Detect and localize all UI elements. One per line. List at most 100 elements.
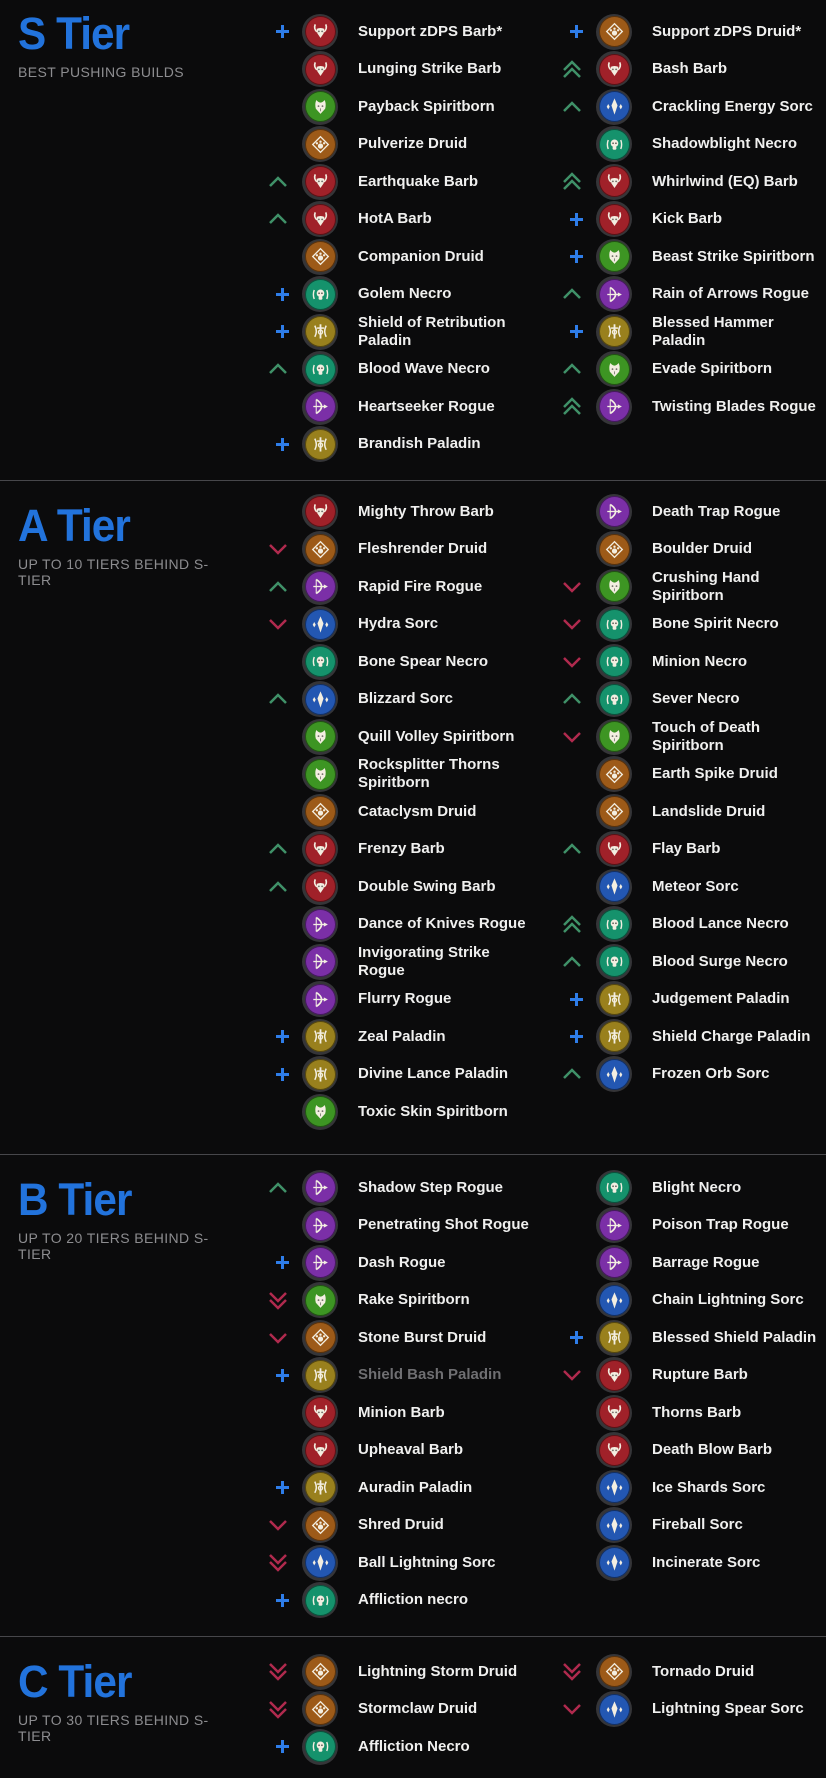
tier-list-item[interactable]: Shield Bash Paladin [238, 1357, 532, 1395]
tier-list-item[interactable]: Blood Surge Necro [532, 943, 826, 981]
build-name: Blessed Shield Paladin [652, 1328, 817, 1346]
necromancer-class-icon [302, 643, 338, 680]
tier-list-item[interactable]: Divine Lance Paladin [238, 1056, 532, 1094]
tier-list-item[interactable]: Earthquake Barb [238, 163, 532, 201]
tier-list-item[interactable]: Landslide Druid [532, 793, 826, 831]
tier-list-item[interactable]: Zeal Paladin [238, 1018, 532, 1056]
tier-list-item[interactable]: Rocksplitter Thorns Spiritborn [238, 756, 532, 794]
tier-list-item[interactable]: Cataclysm Druid [238, 793, 532, 831]
tier-list-item[interactable]: Rake Spiritborn [238, 1282, 532, 1320]
tier-list-item[interactable]: Blight Necro [532, 1169, 826, 1207]
tier-list-item[interactable]: Companion Druid [238, 238, 532, 276]
tier-list-item[interactable]: Blessed Hammer Paladin [532, 313, 826, 351]
tier-list-item[interactable]: Touch of Death Spiritborn [532, 718, 826, 756]
tier-list-item[interactable]: Auradin Paladin [238, 1469, 532, 1507]
tier-list-item[interactable]: Earth Spike Druid [532, 756, 826, 794]
tier-list-item[interactable]: Blizzard Sorc [238, 681, 532, 719]
tier-list-item[interactable]: Poison Trap Rogue [532, 1207, 826, 1245]
tier-list-item[interactable]: Death Blow Barb [532, 1432, 826, 1470]
tier-list-item[interactable]: Whirlwind (EQ) Barb [532, 163, 826, 201]
tier-list-item[interactable]: Rapid Fire Rogue [238, 568, 532, 606]
tier-list-item[interactable]: Boulder Druid [532, 531, 826, 569]
paladin-class-icon [302, 1018, 338, 1055]
tier-list-item[interactable]: Upheaval Barb [238, 1432, 532, 1470]
build-name: Dance of Knives Rogue [358, 915, 526, 933]
tier-list-item[interactable]: Rain of Arrows Rogue [532, 276, 826, 314]
tier-list-item[interactable]: Evade Spiritborn [532, 351, 826, 389]
paladin-class-icon [302, 426, 338, 463]
tier-list-item[interactable]: Support zDPS Barb* [238, 13, 532, 51]
rogue-class-icon [596, 276, 632, 313]
tier-list-item[interactable]: Shadow Step Rogue [238, 1169, 532, 1207]
tier-list-item[interactable]: Shield Charge Paladin [532, 1018, 826, 1056]
tier-list-item[interactable]: Twisting Blades Rogue [532, 388, 826, 426]
tier-list-item[interactable]: Kick Barb [532, 201, 826, 239]
tier-list-item[interactable]: Heartseeker Rogue [238, 388, 532, 426]
tier-list-item[interactable]: Shadowblight Necro [532, 126, 826, 164]
tier-list-item[interactable]: Tornado Druid [532, 1653, 826, 1691]
tier-list-item[interactable]: Ice Shards Sorc [532, 1469, 826, 1507]
build-name: Incinerate Sorc [652, 1553, 761, 1571]
tier-list-item[interactable]: Affliction necro [238, 1582, 532, 1620]
rogue-class-icon [302, 1169, 338, 1206]
tier-list-item[interactable]: Penetrating Shot Rogue [238, 1207, 532, 1245]
paladin-class-icon [302, 1357, 338, 1394]
tier-list-item[interactable]: Chain Lightning Sorc [532, 1282, 826, 1320]
druid-class-icon [302, 238, 338, 275]
tier-list-item[interactable]: Flurry Rogue [238, 981, 532, 1019]
build-name: Sever Necro [652, 690, 740, 708]
tier-list-item[interactable]: Quill Volley Spiritborn [238, 718, 532, 756]
tier-list-item[interactable]: Affliction Necro [238, 1728, 532, 1766]
tier-list-item[interactable]: Mighty Throw Barb [238, 493, 532, 531]
tier-list-item[interactable]: Minion Barb [238, 1394, 532, 1432]
tier-list-item[interactable]: Ball Lightning Sorc [238, 1544, 532, 1582]
tier-list-item[interactable]: Rupture Barb [532, 1357, 826, 1395]
tier-list-item[interactable]: Support zDPS Druid* [532, 13, 826, 51]
tier-list-item[interactable]: Payback Spiritborn [238, 88, 532, 126]
tier-list-item[interactable]: Death Trap Rogue [532, 493, 826, 531]
tier-list-item[interactable]: Shield of Retribution Paladin [238, 313, 532, 351]
tier-list-item[interactable]: Shred Druid [238, 1507, 532, 1545]
tier-list-item[interactable]: Crushing Hand Spiritborn [532, 568, 826, 606]
tier-list-item[interactable]: Toxic Skin Spiritborn [238, 1093, 532, 1131]
tier-list-item[interactable]: Crackling Energy Sorc [532, 88, 826, 126]
build-name: Mighty Throw Barb [358, 502, 494, 520]
tier-list-item[interactable]: Bone Spear Necro [238, 643, 532, 681]
tier-list-item[interactable]: Judgement Paladin [532, 981, 826, 1019]
tier-list-item[interactable]: HotA Barb [238, 201, 532, 239]
tier-list-item[interactable]: Stone Burst Druid [238, 1319, 532, 1357]
tier-list-item[interactable]: Blood Wave Necro [238, 351, 532, 389]
tier-list-item[interactable]: Beast Strike Spiritborn [532, 238, 826, 276]
tier-list-item[interactable]: Sever Necro [532, 681, 826, 719]
tier-list-item[interactable]: Golem Necro [238, 276, 532, 314]
new-build-plus-icon [254, 1067, 290, 1082]
tier-list-item[interactable]: Incinerate Sorc [532, 1544, 826, 1582]
tier-list-item[interactable]: Frenzy Barb [238, 831, 532, 869]
tier-list-item[interactable]: Flay Barb [532, 831, 826, 869]
tier-list-item[interactable]: Thorns Barb [532, 1394, 826, 1432]
tier-list-item[interactable]: Pulverize Druid [238, 126, 532, 164]
tier-list-item[interactable]: Barrage Rogue [532, 1244, 826, 1282]
tier-list-item[interactable]: Bash Barb [532, 51, 826, 89]
tier-list-item[interactable]: Blood Lance Necro [532, 906, 826, 944]
tier-list-item[interactable]: Frozen Orb Sorc [532, 1056, 826, 1094]
tier-list-item[interactable]: Brandish Paladin [238, 426, 532, 464]
tier-list-item[interactable]: Lunging Strike Barb [238, 51, 532, 89]
tier-list-item[interactable]: Invigorating Strike Rogue [238, 943, 532, 981]
tier-list-item[interactable]: Fleshrender Druid [238, 531, 532, 569]
tier-list-item[interactable]: Dash Rogue [238, 1244, 532, 1282]
tier-list-item[interactable]: Fireball Sorc [532, 1507, 826, 1545]
tier-list-item[interactable]: Blessed Shield Paladin [532, 1319, 826, 1357]
tier-list-item[interactable]: Meteor Sorc [532, 868, 826, 906]
tier-list-item[interactable]: Double Swing Barb [238, 868, 532, 906]
tier-list-item[interactable]: Bone Spirit Necro [532, 606, 826, 644]
tier-list-item[interactable]: Minion Necro [532, 643, 826, 681]
tier-list-item[interactable]: Lightning Spear Sorc [532, 1691, 826, 1729]
build-name: Evade Spiritborn [652, 360, 773, 378]
tier-list-item[interactable]: Stormclaw Druid [238, 1691, 532, 1729]
tier-list-item[interactable]: Hydra Sorc [238, 606, 532, 644]
tier-column: Mighty Throw Barb Fleshrender Druid Rapid … [238, 481, 532, 1154]
tier-list-item[interactable]: Lightning Storm Druid [238, 1653, 532, 1691]
tier-list-item[interactable]: Dance of Knives Rogue [238, 906, 532, 944]
